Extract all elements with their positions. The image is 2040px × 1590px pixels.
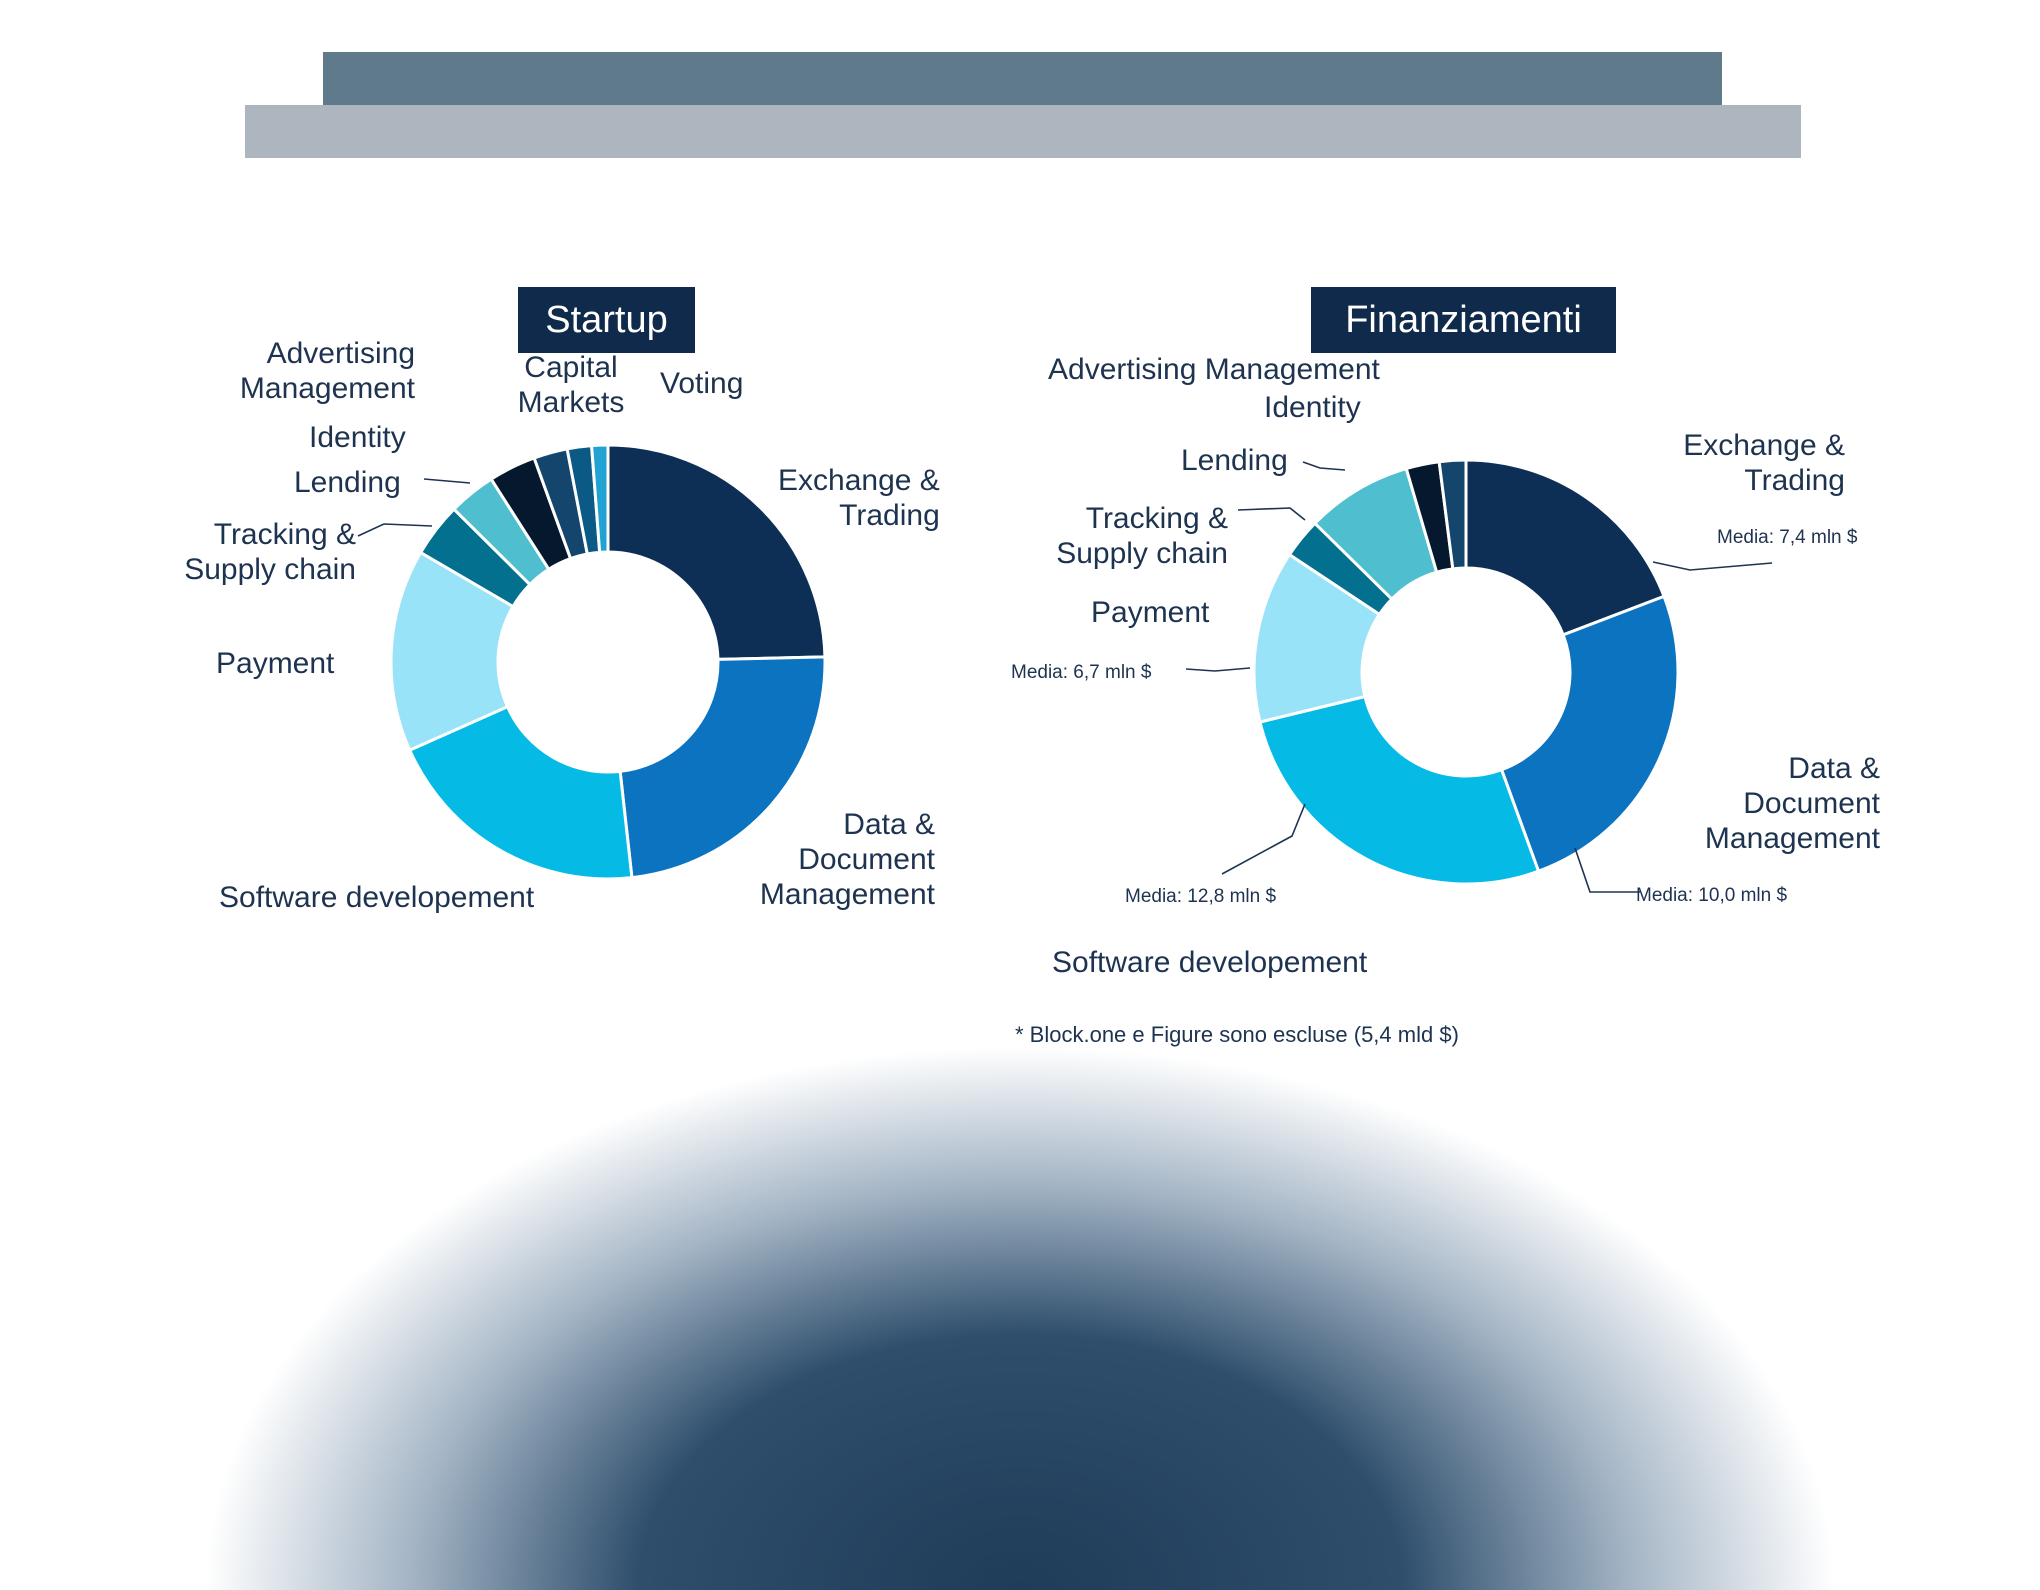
label-exchange-left: Exchange & Trading: [778, 463, 940, 533]
label-voting-left: Voting: [660, 366, 743, 401]
label-lending-left: Lending: [294, 465, 401, 500]
avg-data-right: Media: 10,0 mln $: [1636, 885, 1787, 907]
label-software-left: Software developement: [219, 880, 534, 915]
donut-finanziamenti: [1254, 460, 1678, 884]
label-tracking-right: Tracking & Supply chain: [1030, 501, 1228, 571]
leader-lending-right: [1303, 462, 1345, 470]
label-data-doc-right: Data & Document Management: [1680, 751, 1880, 856]
label-lending-right: Lending: [1181, 443, 1288, 478]
label-payment-right: Payment: [1091, 595, 1209, 630]
label-payment-left: Payment: [216, 646, 334, 681]
label-software-right: Software developement: [1052, 945, 1367, 980]
leader-tracking-left: [358, 524, 432, 536]
leader-lending-left: [424, 479, 470, 483]
charts-canvas: [0, 0, 2040, 1200]
footnote: * Block.one e Figure sono escluse (5,4 m…: [1015, 1022, 1459, 1048]
label-advertising-left: Advertising Management: [195, 336, 415, 406]
chart-title-startup: Startup: [518, 287, 695, 353]
label-exchange-right: Exchange & Trading: [1640, 428, 1845, 498]
avg-payment-right: Media: 6,7 mln $: [1011, 662, 1151, 684]
slice-software-developement: [1260, 697, 1539, 884]
slice-data-document-management: [1502, 596, 1678, 871]
avg-software-right: Media: 12,8 mln $: [1125, 886, 1276, 908]
leader-exchange-right: [1653, 562, 1772, 570]
leader-software-right: [1222, 804, 1305, 874]
leader-payment-right: [1186, 668, 1250, 671]
label-tracking-left: Tracking & Supply chain: [150, 517, 356, 587]
label-identity-left: Identity: [309, 420, 406, 455]
label-capital-left: Capital Markets: [505, 350, 637, 420]
label-identity-right: Identity: [1264, 390, 1361, 425]
label-advertising-right: Advertising Management: [1048, 352, 1380, 387]
leader-tracking-right: [1238, 508, 1305, 520]
avg-exchange-right: Media: 7,4 mln $: [1717, 527, 1857, 549]
chart-title-finanziamenti: Finanziamenti: [1311, 287, 1616, 353]
label-data-doc-left: Data & Document Management: [735, 807, 935, 912]
leader-data-right: [1575, 848, 1640, 892]
